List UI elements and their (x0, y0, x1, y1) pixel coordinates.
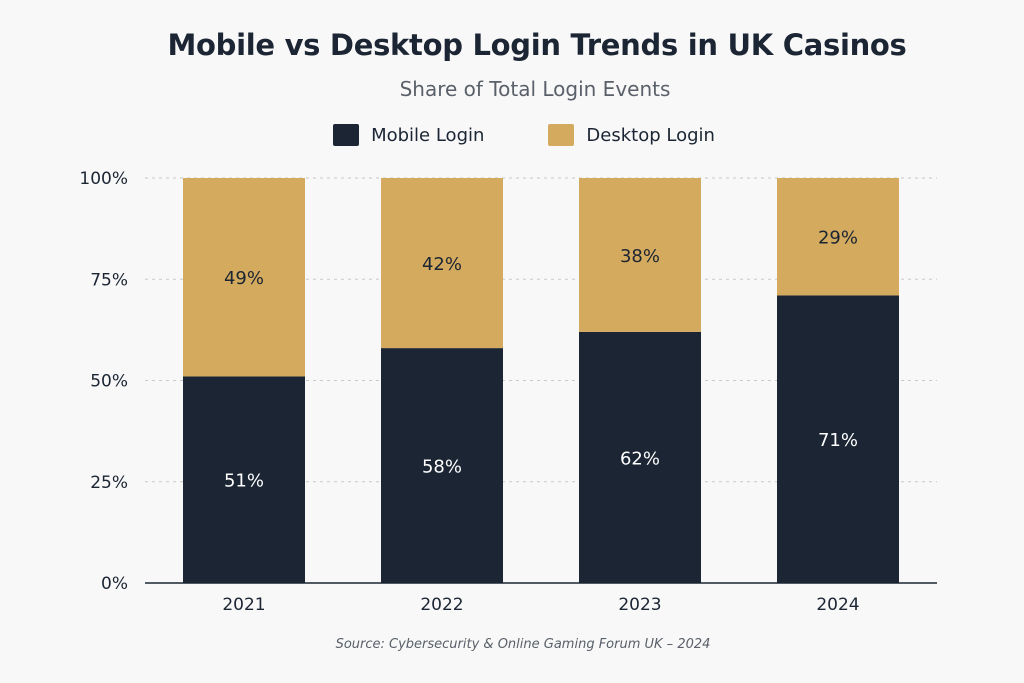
data-label: 49% (224, 268, 264, 289)
chart-source: Source: Cybersecurity & Online Gaming Fo… (335, 637, 711, 652)
y-tick-label: 75% (90, 270, 128, 290)
data-label: 62% (620, 448, 660, 469)
x-tick-label: 2021 (222, 595, 265, 615)
legend-label-desktop: Desktop Login (586, 124, 715, 146)
data-label: 58% (422, 457, 462, 478)
bar-segment-mobile (381, 348, 503, 583)
chart-title: Mobile vs Desktop Login Trends in UK Cas… (167, 28, 907, 62)
y-tick-label: 100% (79, 169, 128, 189)
chart-legend: Mobile Login Desktop Login (0, 124, 1024, 146)
y-tick-label: 50% (90, 372, 128, 392)
legend-item-mobile: Mobile Login (333, 124, 484, 146)
data-label: 71% (818, 430, 858, 451)
x-tick-label: 2023 (618, 595, 661, 615)
data-label: 29% (818, 228, 858, 249)
y-tick-label: 25% (90, 473, 128, 493)
bar-segment-desktop (579, 178, 701, 332)
x-tick-label: 2024 (816, 595, 859, 615)
data-label: 51% (224, 471, 264, 492)
y-tick-label: 0% (101, 574, 128, 594)
data-label: 42% (422, 254, 462, 275)
bar-segment-mobile (579, 331, 701, 583)
legend-label-mobile: Mobile Login (371, 124, 485, 146)
legend-swatch-mobile (333, 124, 360, 146)
bar-segment-desktop (777, 178, 899, 296)
bar-segment-desktop (183, 178, 305, 377)
chart-subtitle: Share of Total Login Events (399, 77, 671, 101)
legend-item-desktop: Desktop Login (548, 124, 715, 146)
data-label: 38% (620, 246, 660, 267)
bar-segment-mobile (183, 376, 305, 583)
legend-swatch-desktop (548, 124, 575, 146)
x-tick-label: 2022 (420, 595, 463, 615)
bar-segment-mobile (777, 295, 899, 583)
bar-segment-desktop (381, 178, 503, 349)
